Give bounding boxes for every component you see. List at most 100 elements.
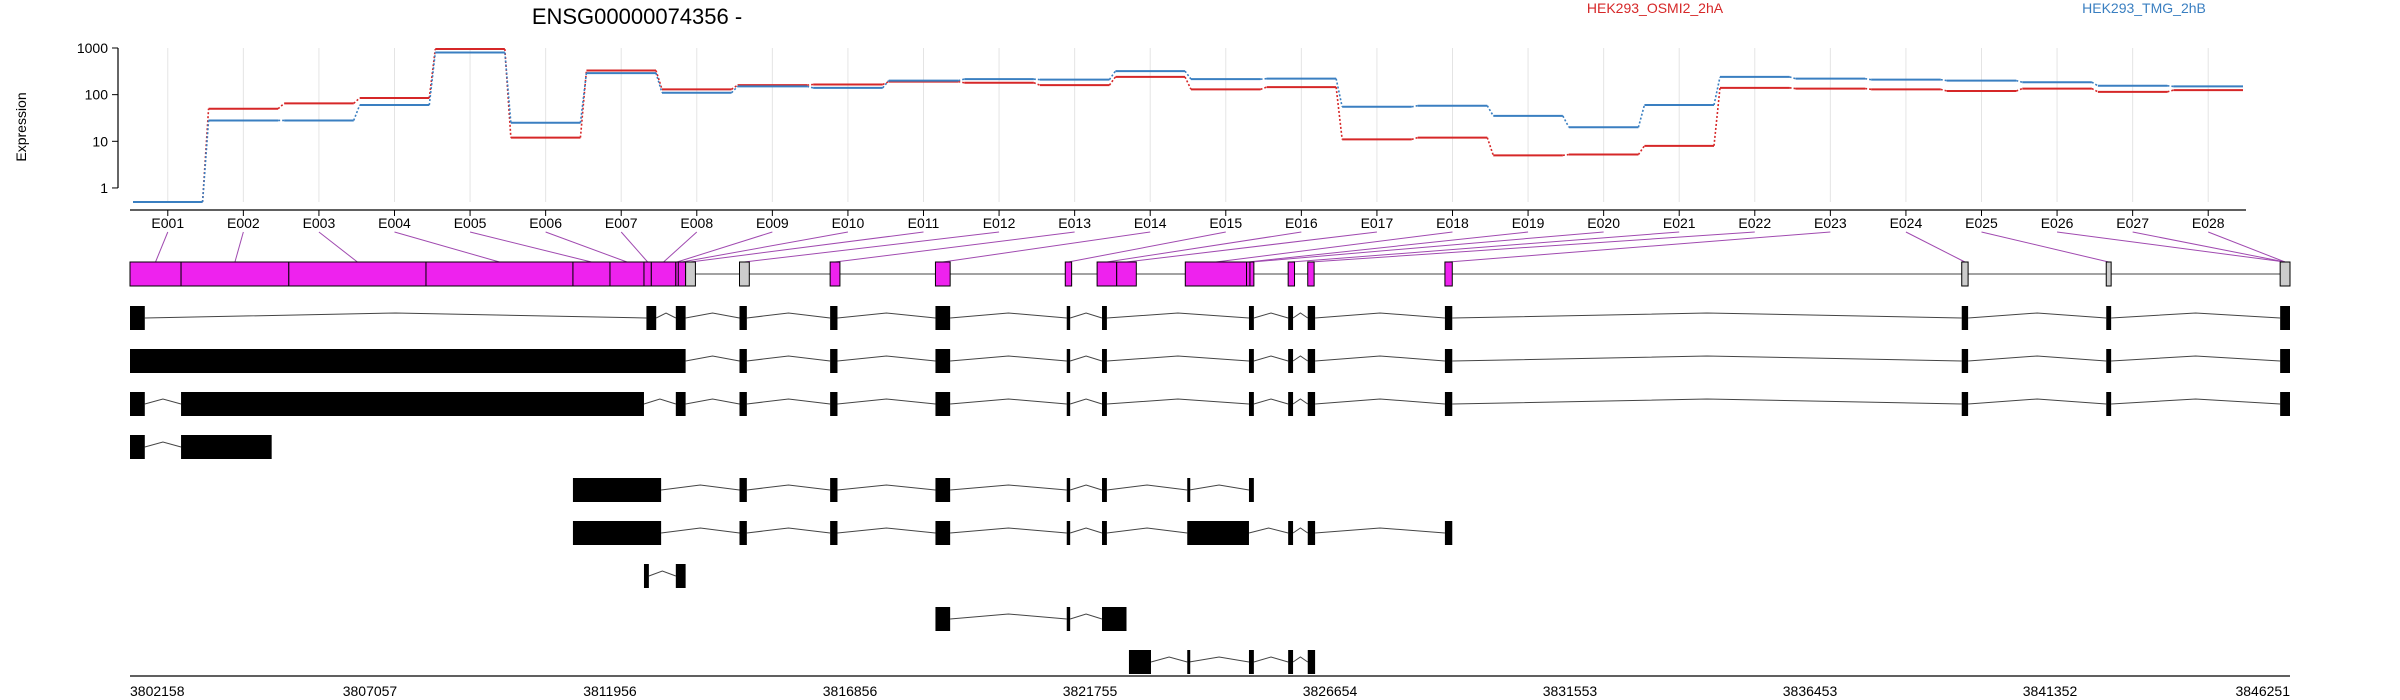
transcript-exon bbox=[739, 306, 747, 330]
intron-line bbox=[1070, 613, 1103, 620]
intron-line bbox=[1452, 398, 1962, 405]
exon-box bbox=[1184, 261, 1248, 287]
transcript-exon bbox=[130, 306, 145, 330]
exon-box bbox=[129, 261, 182, 287]
transcript-2 bbox=[130, 349, 2290, 373]
exon-link bbox=[1981, 231, 2109, 263]
x-tick-label: E012 bbox=[983, 215, 1016, 231]
transcript-exon bbox=[739, 521, 747, 545]
transcript-exon bbox=[1066, 349, 1071, 373]
series-0-connector bbox=[1865, 87, 1872, 91]
exon-link bbox=[834, 231, 1075, 263]
x-tick-label: E027 bbox=[2116, 215, 2149, 231]
transcript-exon bbox=[572, 521, 662, 545]
transcript-exon bbox=[181, 392, 644, 416]
exon-link bbox=[2132, 231, 2286, 263]
x-tick-label: E001 bbox=[151, 215, 184, 231]
transcript-exon bbox=[1102, 607, 1127, 631]
intron-line bbox=[648, 570, 676, 577]
axes: 1 10 100 1000 E001 E002 E003 E004 E005 E006 E007 E0… bbox=[77, 40, 2246, 231]
series-1-connector bbox=[2167, 84, 2174, 88]
transcript-exon bbox=[181, 435, 272, 459]
x-tick-label: E028 bbox=[2192, 215, 2225, 231]
intron-line bbox=[1253, 398, 1289, 405]
transcript-6 bbox=[572, 521, 1453, 545]
transcript-exon bbox=[1961, 349, 1969, 373]
transcript-exon bbox=[1187, 521, 1249, 545]
intron-line bbox=[1253, 656, 1289, 663]
x-tick-label: E008 bbox=[680, 215, 713, 231]
intron-line bbox=[950, 484, 1067, 491]
exon-link bbox=[620, 231, 649, 263]
exon-link bbox=[1248, 231, 1529, 263]
x-tick-label: E021 bbox=[1663, 215, 1696, 231]
x-tick-label: E011 bbox=[908, 215, 940, 231]
genomic-tick-label: 3821755 bbox=[1063, 683, 1118, 699]
intron-line bbox=[837, 484, 936, 491]
series-0-connector bbox=[1486, 137, 1495, 156]
transcript-exon bbox=[1102, 349, 1107, 373]
transcript-exon bbox=[2280, 392, 2290, 416]
legend-label-1: HEK293_TMG_2hB bbox=[2082, 0, 2206, 16]
exon-link bbox=[234, 231, 244, 263]
genomic-axis: 3802158 3807057 3811956 3816856 3821755 38266… bbox=[130, 675, 2290, 699]
intron-line bbox=[1248, 527, 1289, 534]
transcript-exon bbox=[2106, 392, 2112, 416]
genomic-tick-label: 3802158 bbox=[130, 683, 185, 699]
series-0-connector bbox=[1637, 145, 1646, 156]
exon-box bbox=[643, 261, 652, 287]
intron-line bbox=[837, 527, 936, 534]
x-tick-label: E018 bbox=[1436, 215, 1469, 231]
x-tick-label: E019 bbox=[1512, 215, 1545, 231]
intron-line bbox=[1968, 355, 2107, 362]
exon-link bbox=[1068, 231, 1226, 263]
transcript-exon bbox=[1128, 650, 1151, 674]
series-0-connector bbox=[882, 80, 890, 86]
series-1-connector bbox=[1865, 77, 1872, 81]
transcript-9 bbox=[1128, 650, 1316, 674]
transcript-8 bbox=[935, 607, 1127, 631]
intron-line bbox=[144, 398, 182, 405]
genomic-tick-label: 3816856 bbox=[823, 683, 878, 699]
transcript-exon bbox=[739, 349, 747, 373]
series-0-connector bbox=[1260, 86, 1267, 91]
transcript-exon bbox=[130, 392, 145, 416]
transcript-exon bbox=[739, 392, 747, 416]
series-1-connector bbox=[1940, 78, 1947, 82]
intron-line bbox=[746, 527, 831, 534]
genomic-tick-label: 3831553 bbox=[1543, 683, 1598, 699]
exon-link bbox=[545, 231, 628, 263]
series-0-connector bbox=[1789, 87, 1796, 90]
transcript-exon bbox=[1066, 607, 1071, 631]
intron-line bbox=[746, 484, 831, 491]
genomic-tick-label: 3811956 bbox=[583, 683, 637, 699]
intron-line bbox=[1070, 398, 1103, 405]
series-0 bbox=[133, 48, 2243, 203]
series-1-connector bbox=[352, 104, 361, 121]
intron-line bbox=[1315, 398, 1445, 405]
transcript-exon bbox=[130, 349, 686, 373]
series-0-connector bbox=[353, 97, 361, 104]
exon-link bbox=[942, 231, 1151, 263]
transcript-exon bbox=[1307, 392, 1316, 416]
intron-line bbox=[950, 312, 1067, 319]
transcript-exon bbox=[2106, 306, 2112, 330]
transcript-exon bbox=[1102, 478, 1107, 502]
series-1-connector bbox=[2091, 81, 2099, 87]
intron-line bbox=[950, 613, 1067, 620]
exon-link bbox=[2208, 231, 2286, 263]
transcript-3 bbox=[130, 392, 2290, 416]
series-0-connector bbox=[1940, 88, 1947, 92]
intron-line bbox=[746, 355, 831, 362]
intron-line bbox=[1070, 312, 1103, 319]
series-0-connector bbox=[655, 70, 663, 90]
intron-line bbox=[1253, 312, 1289, 319]
x-tick-label: E016 bbox=[1285, 215, 1318, 231]
x-tick-label: E009 bbox=[756, 215, 789, 231]
intron-line bbox=[1292, 398, 1309, 405]
series-1-connector bbox=[2016, 79, 2023, 83]
transcript-exon bbox=[1102, 306, 1107, 330]
exon-links bbox=[155, 231, 2286, 263]
intron-line bbox=[144, 312, 647, 319]
